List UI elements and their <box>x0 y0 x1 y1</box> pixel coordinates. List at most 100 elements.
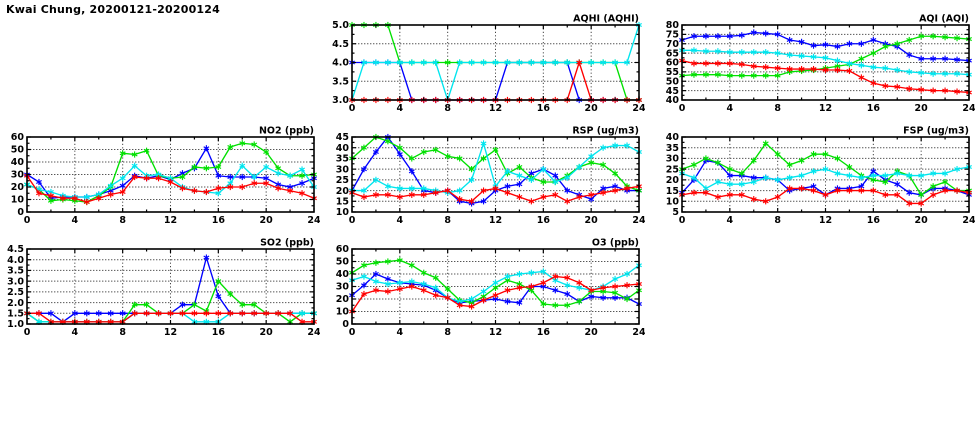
y-tick-label: 4.0 <box>332 58 349 69</box>
series-series4 <box>679 185 972 207</box>
chart-panel-fsp: 5 10 15 20 25 30 35 40 0 4 8 12 16 20 24 FSP (ug/m3) <box>655 124 975 232</box>
y-tick-label: 2.0 <box>7 298 24 309</box>
x-tick-label: 16 <box>212 215 226 226</box>
chart-panel-aqi: 40 45 50 55 60 65 70 75 80 0 4 8 12 16 20 24 AQI (AQI) <box>655 12 975 120</box>
x-tick-label: 24 <box>962 215 975 226</box>
x-tick-label: 0 <box>24 327 31 338</box>
y-tick-label: 10 <box>336 207 350 218</box>
x-tick-label: 20 <box>585 327 599 338</box>
x-tick-label: 24 <box>632 215 645 226</box>
y-tick-label: 40 <box>336 143 350 154</box>
x-tick-label: 12 <box>489 215 502 226</box>
y-tick-label: 40 <box>11 157 25 168</box>
x-tick-label: 12 <box>819 103 832 114</box>
y-tick-label: 15 <box>666 186 679 197</box>
x-tick-label: 0 <box>349 327 356 338</box>
x-tick-label: 24 <box>632 327 645 338</box>
x-tick-label: 20 <box>260 327 274 338</box>
x-tick-label: 20 <box>585 103 599 114</box>
x-tick-label: 8 <box>119 215 126 226</box>
series-series1 <box>24 145 317 202</box>
y-tick-label: 0 <box>342 319 349 330</box>
gridlines <box>27 249 314 324</box>
y-tick-label: 40 <box>336 269 350 280</box>
chart-title: FSP (ug/m3) <box>903 126 969 137</box>
y-tick-label: 35 <box>666 143 679 154</box>
x-tick-label: 24 <box>632 103 645 114</box>
x-tick-label: 20 <box>915 215 929 226</box>
y-tick-label: 30 <box>336 282 350 293</box>
y-tick-label: 60 <box>336 244 350 255</box>
x-tick-label: 8 <box>774 215 781 226</box>
y-tick-label: 4.0 <box>7 255 24 266</box>
y-tick-label: 5.0 <box>332 20 349 31</box>
y-tick-label: 2.5 <box>7 287 24 298</box>
y-tick-label: 3.5 <box>7 266 24 277</box>
y-tick-label: 65 <box>666 48 679 59</box>
y-tick-label: 50 <box>666 76 680 87</box>
x-tick-label: 0 <box>24 215 31 226</box>
x-tick-label: 16 <box>212 327 226 338</box>
y-tick-label: 3.0 <box>332 95 349 106</box>
y-tick-label: 20 <box>666 175 680 186</box>
chart-title: SO2 (ppb) <box>260 238 314 249</box>
chart-panel-no2: 0 10 20 30 40 50 60 0 4 8 12 16 20 24 NO2 (ppb) <box>0 124 320 232</box>
x-tick-label: 0 <box>679 215 686 226</box>
chart-panel-o3: 0 10 20 30 40 50 60 0 4 8 12 16 20 24 O3 (ppb) <box>325 236 645 344</box>
y-tick-label: 5 <box>672 207 679 218</box>
series-series3 <box>679 47 972 78</box>
y-tick-label: 4.5 <box>7 244 24 255</box>
y-tick-label: 20 <box>336 186 350 197</box>
axis-ticks: 1.01.52.02.53.03.54.04.5 0 4 8 12 16 20 24 <box>7 244 320 338</box>
x-tick-label: 4 <box>727 103 734 114</box>
series-series3 <box>349 262 642 305</box>
series-series4 <box>679 57 972 96</box>
x-tick-label: 16 <box>867 215 881 226</box>
series-series3 <box>349 21 642 104</box>
x-tick-label: 12 <box>489 103 502 114</box>
y-tick-label: 60 <box>11 132 25 143</box>
x-tick-label: 16 <box>537 327 551 338</box>
y-tick-label: 45 <box>666 86 679 97</box>
y-tick-label: 30 <box>336 164 350 175</box>
y-tick-label: 0 <box>17 207 24 218</box>
chart-panel-aqhi: 3.0 3.5 4.0 4.5 5.0 0 4 8 12 16 20 24 AQHI (AQHI) <box>325 12 645 120</box>
y-tick-label: 3.5 <box>332 76 349 87</box>
series-series4 <box>24 172 317 206</box>
x-tick-label: 0 <box>349 103 356 114</box>
y-tick-label: 10 <box>666 196 680 207</box>
x-tick-label: 20 <box>915 103 929 114</box>
chart-title: NO2 (ppb) <box>259 126 314 137</box>
y-tick-label: 50 <box>336 257 350 268</box>
x-tick-label: 12 <box>489 327 502 338</box>
series-series3 <box>679 163 972 192</box>
y-tick-label: 20 <box>11 182 25 193</box>
chart-svg-so2: 1.01.52.02.53.03.54.04.5 0 4 8 12 16 20 24 SO2 (… <box>7 238 320 339</box>
x-tick-label: 16 <box>537 215 551 226</box>
x-tick-label: 4 <box>72 215 79 226</box>
y-tick-label: 20 <box>336 294 350 305</box>
x-tick-label: 12 <box>819 215 832 226</box>
y-tick-label: 1.5 <box>7 308 24 319</box>
y-tick-label: 45 <box>336 132 349 143</box>
chart-title: O3 (ppb) <box>592 238 639 249</box>
x-tick-label: 4 <box>397 327 404 338</box>
x-tick-label: 0 <box>679 103 686 114</box>
y-tick-label: 4.5 <box>332 39 349 50</box>
x-tick-label: 4 <box>727 215 734 226</box>
y-tick-label: 25 <box>666 164 679 175</box>
x-tick-label: 24 <box>962 103 975 114</box>
chart-title: RSP (ug/m3) <box>572 126 639 137</box>
axis-ticks: 3.0 3.5 4.0 4.5 5.0 0 4 8 12 16 20 24 <box>332 20 645 114</box>
x-tick-label: 16 <box>537 103 551 114</box>
y-tick-label: 15 <box>336 196 349 207</box>
chart-panel-so2: 1.0 1.5 2.0 2.5 3.0 3.5 4.0 4.5 0 4 8 12 16 20 24 SO2 (… <box>0 236 320 344</box>
chart-title: AQHI (AQHI) <box>573 14 639 25</box>
y-tick-label: 25 <box>336 175 349 186</box>
